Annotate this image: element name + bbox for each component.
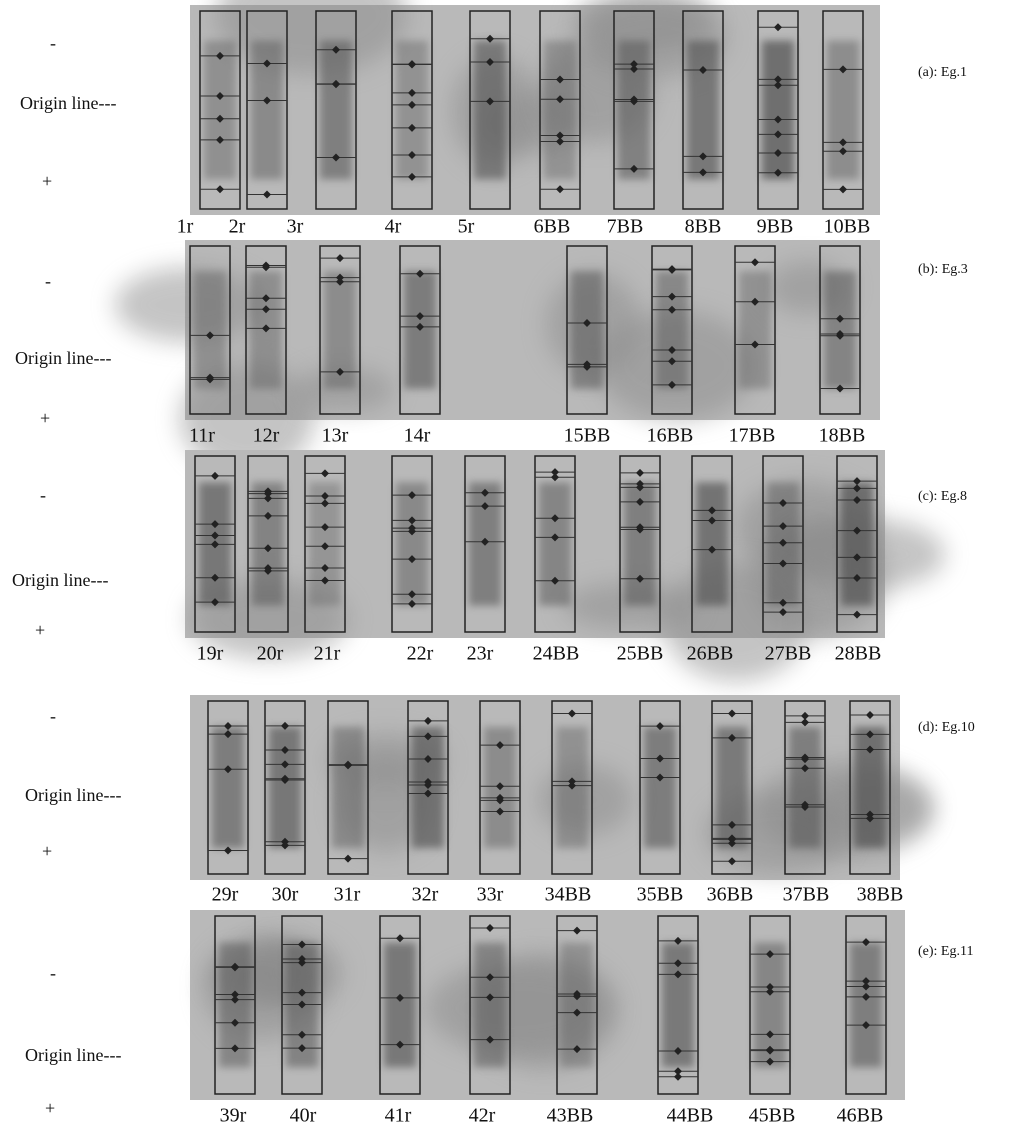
panel-label: (b): Eg.3 — [918, 262, 968, 277]
lane-smear — [204, 41, 236, 180]
lane-label: 29r — [212, 884, 239, 906]
lane-label: 25BB — [617, 643, 664, 665]
lane-label: 14r — [404, 425, 431, 447]
lane-smear — [212, 727, 244, 848]
lane-label: 34BB — [545, 884, 592, 906]
lane-label: 2r — [229, 216, 246, 238]
lane-smear — [571, 271, 603, 389]
lane-label: 12r — [253, 425, 280, 447]
lane-smear — [269, 727, 301, 848]
panel-label: (c): Eg.8 — [918, 489, 967, 504]
lane-smear — [332, 727, 364, 848]
origin-label: Origin line--- — [15, 348, 111, 368]
lane-label: 5r — [458, 216, 475, 238]
lane-label: 44BB — [667, 1105, 714, 1127]
lane-smear — [384, 943, 416, 1068]
lane-label: 22r — [407, 643, 434, 665]
lane-smear — [696, 482, 728, 605]
lane-label: 28BB — [835, 643, 882, 665]
lane-label: 38BB — [857, 884, 904, 906]
lane-label: 32r — [412, 884, 439, 906]
lane-label: 21r — [314, 643, 341, 665]
origin-label: Origin line--- — [20, 93, 116, 113]
lane-label: 45BB — [749, 1105, 796, 1127]
lane-smear — [656, 271, 688, 389]
lane-label: 11r — [189, 425, 215, 447]
lane-label: 6BB — [534, 216, 571, 238]
plus-label: + — [40, 408, 50, 428]
panel-label: (a): Eg.1 — [918, 65, 967, 80]
lane-smear — [716, 727, 748, 848]
panel-label: (e): Eg.11 — [918, 944, 973, 959]
lane-label: 17BB — [729, 425, 776, 447]
lane-label: 42r — [469, 1105, 496, 1127]
lane-smear — [739, 271, 771, 389]
minus-label: - — [40, 485, 46, 505]
lane-label: 26BB — [687, 643, 734, 665]
lane-label: 16BB — [647, 425, 694, 447]
lane-smear — [850, 943, 882, 1068]
lane-label: 37BB — [783, 884, 830, 906]
lane-smear — [544, 41, 576, 180]
origin-label: Origin line--- — [25, 785, 121, 805]
lane-label: 9BB — [757, 216, 794, 238]
lane-label: 46BB — [837, 1105, 884, 1127]
minus-label: - — [50, 706, 56, 726]
lane-smear — [539, 482, 571, 605]
lane-label: 7BB — [607, 216, 644, 238]
lane-label: 40r — [290, 1105, 317, 1127]
origin-label: Origin line--- — [25, 1045, 121, 1065]
lane-label: 1r — [177, 216, 194, 238]
lane-label: 23r — [467, 643, 494, 665]
lane-label: 41r — [385, 1105, 412, 1127]
lane-smear — [194, 271, 226, 389]
lane-label: 33r — [477, 884, 504, 906]
lane-label: 27BB — [765, 643, 812, 665]
gel-panel — [190, 0, 880, 215]
gel-panel — [190, 695, 933, 880]
plus-label: + — [42, 841, 52, 861]
lane-label: 24BB — [533, 643, 580, 665]
lane-label: 19r — [197, 643, 224, 665]
lane-label: 15BB — [564, 425, 611, 447]
lane-label: 43BB — [547, 1105, 594, 1127]
plus-label: + — [35, 620, 45, 640]
gel-panel — [190, 910, 905, 1100]
lane-smear — [396, 482, 428, 605]
minus-label: - — [50, 963, 56, 983]
lane-label: 35BB — [637, 884, 684, 906]
lane-smear — [474, 943, 506, 1068]
plus-label: + — [45, 1098, 55, 1118]
figure: 1r 2r 3r 4r 5r 6BB 7BB 8BB 9BB 10BB - Origin line--… — [0, 0, 1015, 1132]
lane-smear — [762, 41, 794, 180]
lane-label: 31r — [334, 884, 361, 906]
lane-label: 3r — [287, 216, 304, 238]
lane-smear — [827, 41, 859, 180]
minus-label: - — [45, 271, 51, 291]
lane-label: 13r — [322, 425, 349, 447]
lane-label: 30r — [272, 884, 299, 906]
lane-label: 10BB — [824, 216, 871, 238]
panel-label: (d): Eg.10 — [918, 720, 975, 735]
lane-smear — [824, 271, 856, 389]
lane-label: 18BB — [819, 425, 866, 447]
lane-smear — [644, 727, 676, 848]
lane-label: 39r — [220, 1105, 247, 1127]
minus-label: - — [50, 33, 56, 53]
plus-label: + — [42, 171, 52, 191]
lane-smear — [789, 727, 821, 848]
lane-label: 4r — [385, 216, 402, 238]
lane-smear — [854, 727, 886, 848]
lane-label: 20r — [257, 643, 284, 665]
origin-label: Origin line--- — [12, 570, 108, 590]
lane-label: 8BB — [685, 216, 722, 238]
lane-label: 36BB — [707, 884, 754, 906]
